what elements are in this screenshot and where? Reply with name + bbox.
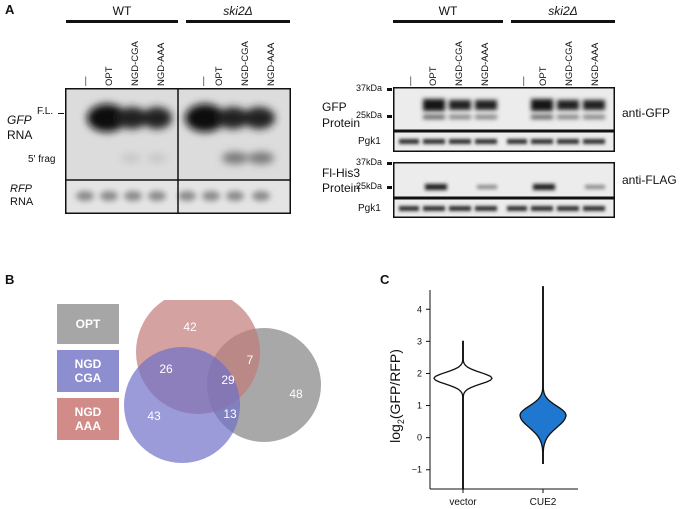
western-lane-label: NGD-CGA — [564, 41, 575, 86]
western-ski2-bar — [511, 20, 615, 23]
northern-lane-label: NGD-CGA — [240, 41, 251, 86]
western-anti-flag-blot — [393, 162, 615, 198]
marker-tick — [387, 186, 392, 189]
venn-count-aaa-opt: 7 — [247, 353, 254, 367]
western-lane-label: OPT — [428, 66, 439, 86]
northern-ski2-bar — [186, 20, 290, 23]
marker-25-top: 25kDa — [356, 110, 383, 120]
marker-tick — [387, 162, 392, 165]
legend-ngd-cga-line2: CGA — [74, 371, 102, 385]
y-tick-label: 1 — [417, 401, 422, 411]
northern-lane-label: — — [80, 76, 91, 87]
anti-flag-label: anti-FLAG — [622, 173, 677, 187]
marker-tick — [387, 88, 392, 91]
western-lane-label: NGD-CGA — [454, 41, 465, 86]
northern-lane-label: NGD-CGA — [130, 41, 141, 86]
legend-ngd-aaa-line1: NGD — [74, 405, 102, 419]
venn-count-aaa-only: 42 — [183, 320, 197, 334]
frag-label: 5' frag — [28, 154, 56, 165]
fl-tick — [58, 113, 64, 114]
marker-37-top: 37kDa — [356, 83, 383, 93]
venn-count-all-three: 29 — [221, 373, 235, 387]
northern-lane-label: OPT — [104, 66, 115, 86]
anti-gfp-label: anti-GFP — [622, 106, 671, 120]
violin-chart: log2(GFP/RFP) −1 0 1 2 3 4 vector CUE2 — [387, 286, 578, 508]
venn-count-cga-opt: 13 — [223, 407, 237, 421]
western-wt-header: WT — [438, 4, 458, 18]
northern-wt-bar — [66, 20, 178, 23]
rfp-rna-label: RNA — [10, 196, 34, 208]
flag-protein-label: Fl-His3 — [322, 166, 360, 180]
y-tick-label: 3 — [417, 336, 422, 346]
legend-ngd-aaa-line2: AAA — [75, 419, 101, 433]
marker-tick — [387, 115, 392, 118]
gfp-rna-label: GFP — [7, 113, 32, 127]
legend-ngd-cga: NGD CGA — [57, 350, 119, 392]
flag-protein-label-2: Protein — [322, 181, 361, 195]
pgk1-label-2: Pgk1 — [358, 203, 381, 214]
northern-ski2-header: ski2Δ — [223, 4, 253, 18]
rna-label: RNA — [7, 128, 33, 142]
panel-b-letter: B — [5, 272, 15, 287]
violin-cue2 — [519, 286, 567, 464]
legend-ngd-cga-line1: NGD — [74, 357, 102, 371]
northern-lane-label: OPT — [214, 66, 225, 86]
northern-wt-header: WT — [112, 4, 132, 18]
violin-vector — [433, 340, 493, 490]
y-axis-label: log2(GFP/RFP) — [387, 349, 406, 443]
venn-count-cga-only: 43 — [147, 409, 161, 423]
northern-blot — [65, 88, 291, 214]
western-lane-label: OPT — [538, 66, 549, 86]
western-pgk1-blot-1 — [393, 131, 615, 152]
western-wt-bar — [393, 20, 503, 23]
x-tick-label: CUE2 — [530, 497, 557, 508]
y-tick-label: −1 — [412, 465, 422, 475]
y-tick-label: 2 — [417, 368, 422, 378]
panel-a-letter: A — [5, 2, 15, 17]
gfp-protein-label: GFP — [322, 100, 347, 114]
northern-lane-label: NGD-AAA — [156, 42, 167, 86]
pgk1-label-1: Pgk1 — [358, 136, 381, 147]
gfp-protein-label-2: Protein — [322, 116, 361, 130]
marker-37-bottom: 37kDa — [356, 157, 383, 167]
western-lane-label: NGD-AAA — [480, 42, 491, 86]
panel-c-letter: C — [380, 272, 390, 287]
legend-ngd-aaa: NGD AAA — [57, 398, 119, 440]
western-ski2-header: ski2Δ — [548, 4, 578, 18]
western-pgk1-blot-2 — [393, 198, 615, 218]
legend-opt-label: OPT — [75, 317, 101, 331]
western-lane-label: — — [518, 76, 529, 87]
rfp-label: RFP — [10, 183, 32, 195]
venn-diagram: 42 26 7 29 43 13 48 — [124, 300, 321, 463]
y-tick-label: 0 — [417, 433, 422, 443]
x-tick-label: vector — [449, 497, 477, 508]
venn-count-opt-only: 48 — [289, 387, 303, 401]
northern-lane-label: NGD-AAA — [266, 42, 277, 86]
western-lane-label: — — [405, 76, 416, 87]
venn-circle-ngd-cga — [124, 347, 240, 463]
western-lane-label: NGD-AAA — [590, 42, 601, 86]
venn-count-cga-aaa: 26 — [159, 362, 173, 376]
fl-label: F.L. — [37, 106, 54, 117]
marker-25-bottom: 25kDa — [356, 181, 383, 191]
y-tick-label: 4 — [417, 304, 422, 314]
western-anti-gfp-blot — [393, 87, 615, 131]
legend-opt: OPT — [57, 304, 119, 344]
northern-lane-label: — — [198, 76, 209, 87]
